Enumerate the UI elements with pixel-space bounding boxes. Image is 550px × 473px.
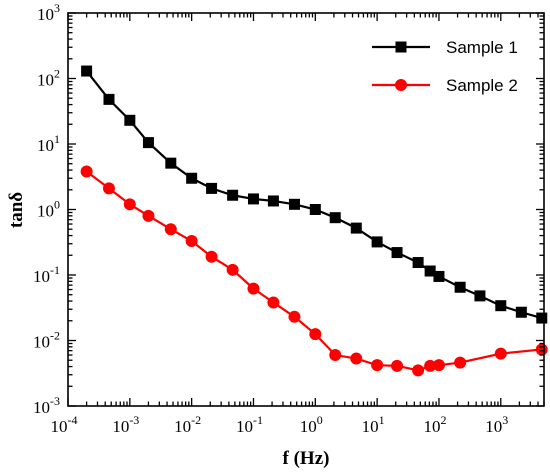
y-axis-title: tanδ — [6, 192, 27, 228]
data-point — [474, 290, 486, 302]
data-point — [424, 265, 436, 277]
data-point — [535, 343, 548, 356]
y-tick-label: 10-3 — [33, 394, 60, 417]
data-point — [80, 165, 93, 178]
data-point — [454, 281, 466, 293]
ticks-layer: 10-4 10-3 10-2 10-1 100 101 102 10310-310-210-1… — [33, 1, 545, 436]
x-tick-label: 10-1 — [236, 413, 263, 436]
legend-entry: Sample 2 — [372, 76, 518, 95]
series-line — [85, 170, 542, 372]
data-point — [412, 257, 424, 269]
y-tick-label: 102 — [37, 67, 60, 90]
series-2 — [80, 165, 548, 377]
y-tick-label: 101 — [37, 132, 60, 155]
x-tick-label: 103 — [485, 413, 508, 436]
series-layer — [80, 65, 548, 377]
data-point — [433, 270, 445, 282]
y-tick-label: 10-1 — [33, 263, 60, 286]
data-point — [102, 182, 115, 195]
x-tick-label: 10-4 — [51, 413, 78, 436]
data-point — [185, 235, 198, 248]
data-point — [81, 65, 93, 77]
data-point — [495, 300, 507, 312]
data-point — [515, 306, 527, 318]
data-point — [432, 359, 445, 372]
data-point — [186, 172, 198, 184]
data-point — [103, 93, 115, 105]
data-point — [142, 137, 154, 149]
data-point — [227, 189, 239, 201]
data-point — [164, 223, 177, 236]
data-point — [124, 114, 136, 126]
data-point — [412, 364, 425, 377]
data-point — [329, 212, 341, 224]
data-point — [288, 310, 301, 323]
series-line — [85, 70, 543, 320]
x-axis-title: f (Hz) — [283, 448, 330, 469]
data-point — [205, 250, 218, 263]
data-point — [391, 247, 403, 259]
data-point — [309, 204, 321, 215]
data-point — [371, 236, 383, 248]
x-tick-label: 10-2 — [174, 413, 201, 436]
data-point — [165, 157, 177, 169]
data-point — [226, 263, 239, 276]
data-point — [123, 198, 136, 211]
legend-label: Sample 1 — [446, 38, 518, 57]
data-point — [288, 198, 300, 210]
data-point — [142, 209, 155, 222]
x-tick-label: 10-3 — [112, 413, 139, 436]
x-tick-label: 100 — [300, 413, 323, 436]
data-point — [247, 282, 260, 295]
data-point — [309, 328, 322, 341]
series-1 — [81, 65, 548, 324]
data-point — [371, 359, 384, 372]
data-point — [424, 359, 437, 372]
data-point — [329, 349, 342, 362]
data-point — [267, 195, 279, 207]
data-point — [494, 347, 507, 360]
y-tick-label: 10-2 — [33, 329, 60, 352]
data-point — [350, 352, 363, 365]
legend-entry: Sample 1 — [372, 38, 518, 57]
legend: Sample 1 Sample 2 — [372, 38, 518, 95]
x-tick-label: 102 — [423, 413, 446, 436]
legend-label: Sample 2 — [446, 76, 518, 95]
data-point — [350, 222, 362, 234]
data-point — [247, 193, 259, 205]
y-tick-label: 100 — [37, 198, 60, 221]
x-tick-label: 101 — [362, 413, 385, 436]
data-point — [536, 312, 548, 324]
y-tick-label: 103 — [37, 1, 60, 24]
legend-marker — [395, 79, 407, 91]
legend-marker — [395, 41, 407, 53]
data-point — [391, 359, 404, 372]
data-point — [454, 356, 467, 369]
data-point — [206, 182, 218, 194]
data-point — [267, 296, 280, 309]
